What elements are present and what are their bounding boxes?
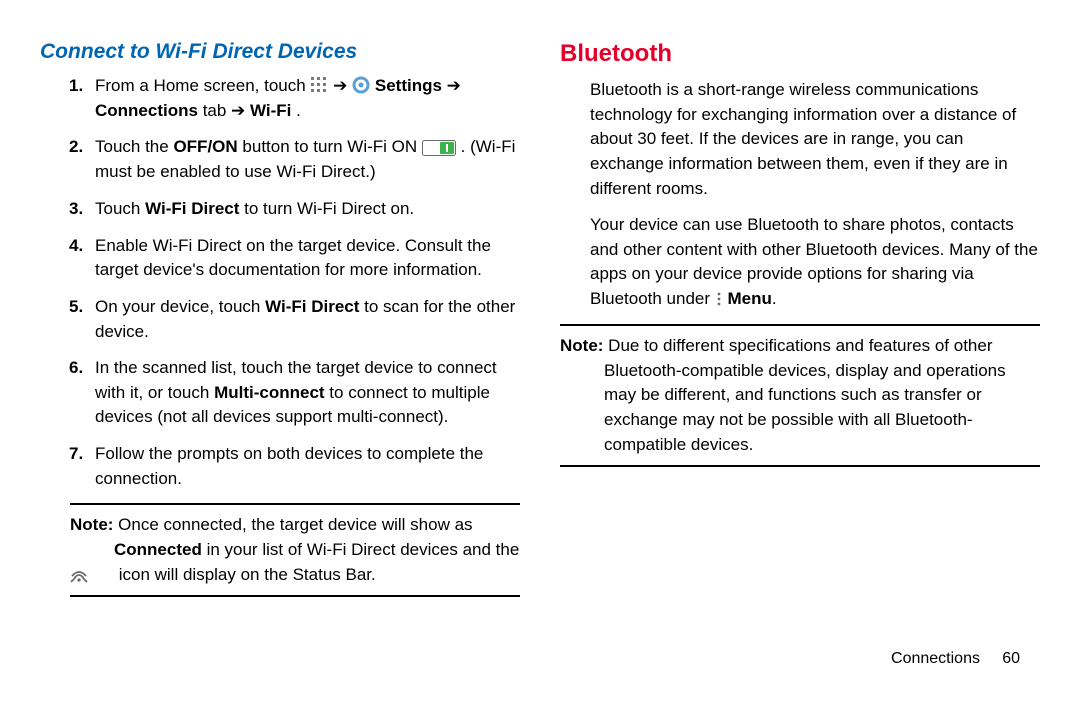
step-1: From a Home screen, touch ➔ Settings ➔ C… — [95, 74, 520, 123]
rule — [560, 324, 1040, 326]
rule — [560, 465, 1040, 467]
step-2: Touch the OFF/ON button to turn Wi-Fi ON… — [95, 135, 520, 184]
step-6: In the scanned list, touch the target de… — [95, 356, 520, 430]
step-5: On your device, touch Wi-Fi Direct to sc… — [95, 295, 520, 344]
step-3: Touch Wi-Fi Direct to turn Wi-Fi Direct … — [95, 197, 520, 222]
rule — [70, 503, 520, 505]
heading-wifi-direct: Connect to Wi-Fi Direct Devices — [40, 40, 520, 64]
page-footer: Connections 60 — [0, 650, 1080, 668]
settings-gear-icon — [352, 74, 370, 99]
section-label: Connections — [891, 650, 980, 667]
rule — [70, 595, 520, 597]
steps-list: From a Home screen, touch ➔ Settings ➔ C… — [40, 74, 520, 491]
menu-dots-icon — [715, 287, 723, 312]
right-column: Bluetooth Bluetooth is a short-range wir… — [560, 40, 1040, 630]
paragraph: Your device can use Bluetooth to share p… — [590, 213, 1040, 312]
left-column: Connect to Wi-Fi Direct Devices From a H… — [40, 40, 520, 630]
toggle-on-icon — [422, 136, 456, 161]
heading-bluetooth: Bluetooth — [560, 40, 1040, 68]
note-left: Note: Once connected, the target device … — [70, 513, 520, 587]
step-7: Follow the prompts on both devices to co… — [95, 442, 520, 491]
paragraph: Bluetooth is a short-range wireless comm… — [590, 78, 1040, 201]
apps-grid-icon — [310, 74, 328, 99]
note-right: Note: Due to different specifications an… — [560, 334, 1040, 457]
step-4: Enable Wi-Fi Direct on the target device… — [95, 234, 520, 283]
page-number: 60 — [1002, 650, 1020, 667]
